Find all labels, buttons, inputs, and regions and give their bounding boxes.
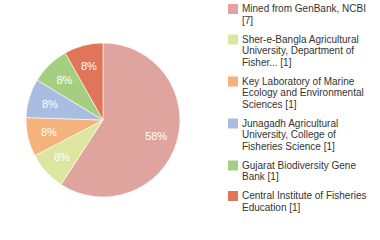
legend: Mined from GenBank, NCBI[7] Sher-e-Bangla…	[228, 3, 367, 213]
data-label: 58%	[145, 130, 167, 142]
legend-swatch	[228, 35, 238, 45]
legend-label: Junagadh AgriculturalUniversity, College…	[242, 118, 338, 152]
legend-swatch	[228, 77, 238, 87]
legend-label: Mined from GenBank, NCBI[7]	[242, 3, 366, 26]
pie: 58% 8% 8% 8% 8% 8%	[26, 43, 180, 197]
data-label: 8%	[56, 74, 72, 86]
legend-swatch	[228, 161, 238, 171]
legend-label: Key Laboratory of MarineEcology and Envi…	[242, 76, 364, 110]
data-label: 8%	[54, 151, 70, 163]
legend-label: Gujarat Biodiversity GeneBank [1]	[242, 160, 356, 183]
chart: 58% 8% 8% 8% 8% 8% Mined from GenBank, NCBI[7]…	[0, 0, 380, 240]
legend-swatch	[228, 119, 238, 129]
legend-swatch	[228, 191, 238, 201]
legend-swatch	[228, 4, 238, 14]
legend-label: Central Institute of FisheriesEducation …	[242, 190, 367, 213]
data-label: 8%	[41, 126, 57, 138]
legend-label: Sher-e-Bangla AgriculturalUniversity, De…	[242, 34, 359, 68]
data-label: 8%	[81, 60, 97, 72]
pie-slice	[26, 118, 103, 156]
data-label: 8%	[42, 98, 58, 110]
